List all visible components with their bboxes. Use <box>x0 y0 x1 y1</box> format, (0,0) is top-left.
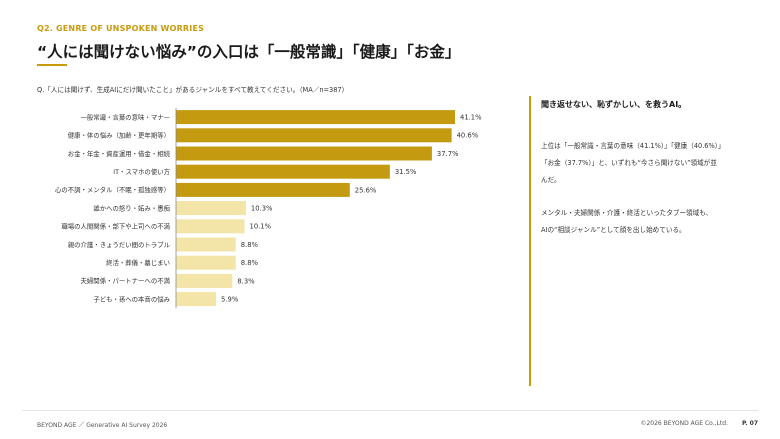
bar <box>176 164 390 179</box>
category-label: 親の介護・きょうだい間のトラブル <box>68 240 171 249</box>
value-label: 10.3% <box>251 205 273 213</box>
value-label: 8.8% <box>241 241 259 249</box>
value-label: 5.9% <box>221 296 239 304</box>
footer-divider <box>22 410 758 411</box>
value-label: 31.5% <box>395 168 417 176</box>
panel-body: 上位は「一般常識・言葉の意味（41.1%）」「健康（40.6%）」 「お金（37.… <box>541 138 756 255</box>
category-label: お金・年金・資産運用・借金・相続 <box>68 149 171 158</box>
bar <box>176 237 236 252</box>
value-label: 25.6% <box>355 186 377 194</box>
bar <box>176 273 233 288</box>
panel-text-line: AIの“相談ジャンル”として顔を出し始めている。 <box>541 226 686 234</box>
bar <box>176 146 432 161</box>
category-label: 子ども・孫への本音の悩み <box>93 294 170 303</box>
footer-survey-name: BEYOND AGE ／ Generative AI Survey 2026 <box>37 422 168 429</box>
bar-chart: 一般常識・言葉の意味・マナー 41.1% 健康・体の悩み（加齢・更年期等） 40.6%… <box>55 108 482 309</box>
category-label: 終活・葬儀・墓じまい <box>106 258 170 267</box>
value-label: 41.1% <box>460 114 482 122</box>
panel-paragraph: 上位は「一般常識・言葉の意味（41.1%）」「健康（40.6%）」 「お金（37.… <box>541 138 756 189</box>
bar <box>176 128 452 143</box>
category-label: 健康・体の悩み（加齢・更年期等） <box>68 131 170 140</box>
value-label: 37.7% <box>437 150 459 158</box>
bar <box>176 219 245 234</box>
panel-heading: 聞き返せない、恥ずかしい、を救うAI。 <box>541 100 687 109</box>
value-label: 8.3% <box>237 277 255 285</box>
category-label: IT・スマホの使い方 <box>113 167 170 176</box>
footer-copyright-block: ©2026 BEYOND AGE Co.,Ltd. P. 07 <box>640 420 758 427</box>
bar <box>176 110 455 125</box>
bar <box>176 182 350 197</box>
panel-divider <box>529 96 531 386</box>
panel-paragraph: メンタル・夫婦関係・介護・終活といったタブー領域も、 AIの“相談ジャンル”として… <box>541 205 756 239</box>
bar <box>176 255 236 270</box>
section-kicker: Q2. GENRE OF UNSPOKEN WORRIES <box>37 24 205 33</box>
value-label: 8.8% <box>241 259 259 267</box>
value-label: 10.1% <box>250 223 272 231</box>
survey-question: Q.「人には聞けず、生成AIにだけ聞いたこと」があるジャンルをすべて教えてくださ… <box>37 86 349 94</box>
category-label: 心の不調・メンタル（不眠・孤独感等） <box>55 185 170 194</box>
category-label: 職場の人間関係・部下や上司への不満 <box>61 222 170 231</box>
category-label: 一般常識・言葉の意味・マナー <box>81 112 170 121</box>
page-title: “人には聞けない悩み”の入口は「一般常識」「健康」「お金」 <box>37 43 461 61</box>
page-number: P. 07 <box>741 420 758 427</box>
panel-text-line: 「お金（37.7%）」と、いずれも“今さら聞けない”領域が並 <box>541 159 717 167</box>
panel-text-line: んだ。 <box>541 176 561 184</box>
title-underline <box>37 64 67 66</box>
bar <box>176 292 217 307</box>
value-label: 40.6% <box>457 132 479 140</box>
panel-text-line: 上位は「一般常識・言葉の意味（41.1%）」「健康（40.6%）」 <box>541 142 725 150</box>
category-label: 誰かへの怒り・妬み・愚痴 <box>93 203 170 212</box>
footer-copyright: ©2026 BEYOND AGE Co.,Ltd. <box>640 420 728 427</box>
panel-text-line: メンタル・夫婦関係・介護・終活といったタブー領域も、 <box>541 209 713 217</box>
category-label: 夫婦関係・パートナーへの不満 <box>81 276 171 285</box>
bar <box>176 201 246 216</box>
